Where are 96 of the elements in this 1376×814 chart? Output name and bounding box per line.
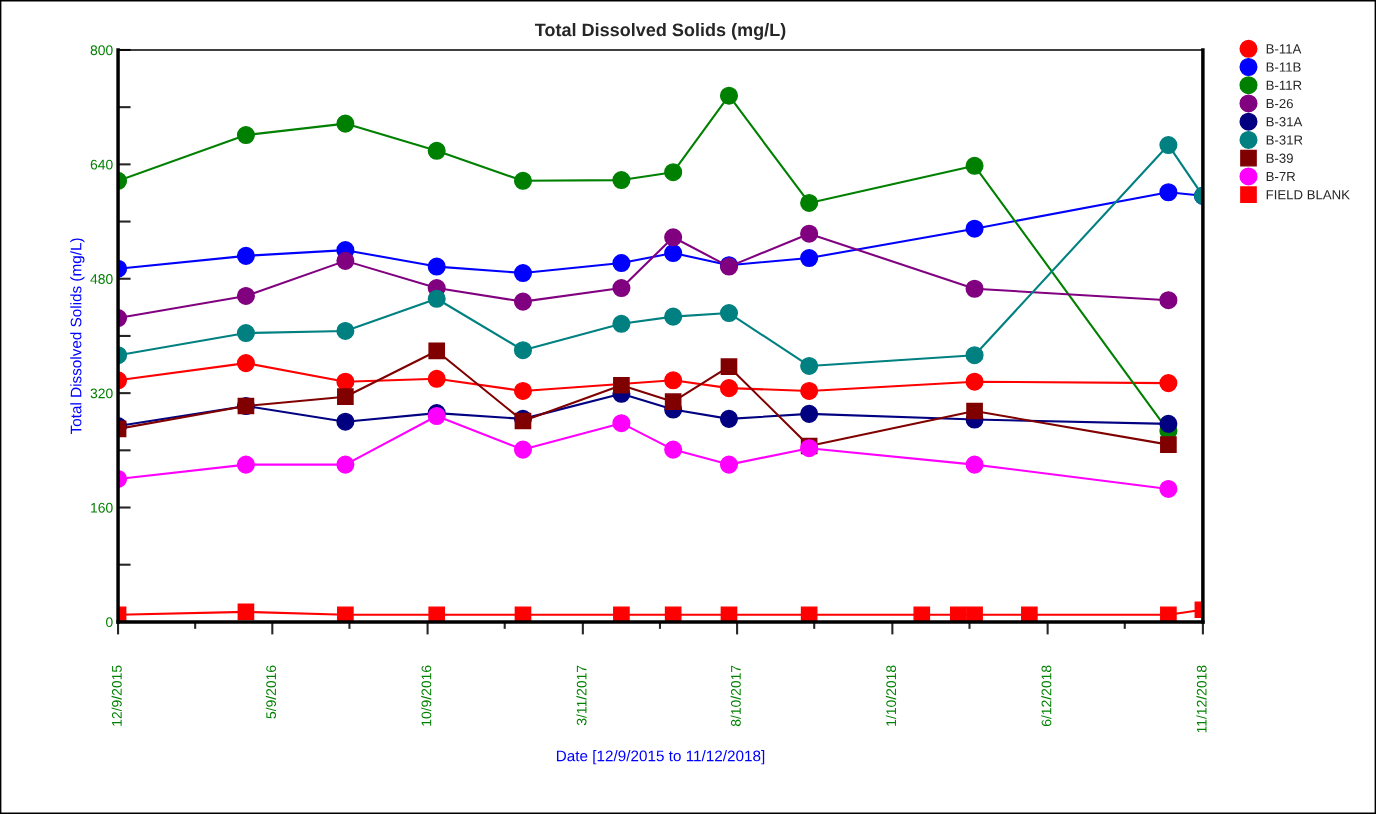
point xyxy=(966,402,983,420)
point xyxy=(1159,183,1178,202)
x-tick-label: 12/9/2015 xyxy=(111,665,122,726)
point xyxy=(965,156,984,175)
x-tick-label: 5/9/2016 xyxy=(265,665,277,719)
point xyxy=(965,219,984,238)
y-tick-label: 640 xyxy=(90,159,113,170)
point xyxy=(236,126,255,145)
point xyxy=(1159,136,1178,155)
point xyxy=(913,606,931,622)
point xyxy=(236,324,255,343)
point xyxy=(800,224,819,243)
point xyxy=(1159,291,1178,310)
point xyxy=(1160,436,1177,453)
point xyxy=(800,356,819,375)
point xyxy=(965,455,984,474)
point xyxy=(337,388,354,406)
point xyxy=(336,114,355,133)
point xyxy=(1021,606,1038,622)
x-tick-label: 8/10/2017 xyxy=(730,665,741,727)
point xyxy=(336,412,355,431)
point xyxy=(800,193,819,212)
point xyxy=(513,263,533,283)
point xyxy=(965,279,984,298)
point xyxy=(336,455,355,474)
point xyxy=(664,163,683,182)
x-tick-label: 10/9/2016 xyxy=(421,665,432,726)
point xyxy=(237,603,255,621)
point xyxy=(612,279,631,298)
legend-label: B-31R xyxy=(1266,135,1303,145)
point xyxy=(427,369,446,388)
point xyxy=(513,171,533,190)
point xyxy=(612,414,631,433)
point xyxy=(236,455,255,474)
x-tick-label: 3/11/2017 xyxy=(576,665,587,726)
y-tick-label: 160 xyxy=(91,502,113,513)
y-tick-label: 0 xyxy=(106,617,113,628)
point xyxy=(612,171,631,190)
point xyxy=(719,304,739,323)
point xyxy=(664,440,683,459)
point xyxy=(336,251,355,270)
point xyxy=(427,289,446,308)
legend-label: B-11R xyxy=(1266,80,1302,90)
y-tick-label: 800 xyxy=(90,45,113,56)
legend-label: B-26 xyxy=(1266,98,1293,109)
point xyxy=(800,381,819,401)
point xyxy=(428,342,446,360)
point xyxy=(428,606,446,622)
point xyxy=(337,606,354,622)
point xyxy=(800,248,819,268)
x-tick-label: 1/10/2018 xyxy=(885,665,897,726)
chart-title: Total Dissolved Solids (mg/L) xyxy=(534,23,786,40)
x-axis-title: Date [12/9/2015 to 11/12/2018] xyxy=(556,750,765,765)
y-tick-label: 320 xyxy=(90,388,113,399)
point xyxy=(427,257,446,276)
point xyxy=(965,372,984,391)
point xyxy=(719,455,739,474)
point xyxy=(719,379,739,398)
point xyxy=(1160,606,1177,622)
point xyxy=(513,292,533,311)
legend-label: B-11B xyxy=(1266,62,1301,72)
point xyxy=(664,307,683,326)
point xyxy=(336,321,355,340)
point xyxy=(966,606,983,622)
point xyxy=(719,86,739,105)
y-tick-label: 480 xyxy=(90,274,113,284)
point xyxy=(664,393,682,411)
point xyxy=(1159,414,1178,433)
point xyxy=(1159,374,1178,393)
legend-label: B-31A xyxy=(1266,117,1303,127)
point xyxy=(800,404,819,423)
point xyxy=(664,371,683,390)
legend-label: FIELD BLANK xyxy=(1266,190,1350,200)
point xyxy=(664,243,683,263)
legend-label: B-11A xyxy=(1266,44,1302,54)
point xyxy=(965,346,984,365)
point xyxy=(236,354,255,373)
point xyxy=(613,376,630,394)
point xyxy=(236,286,255,305)
point xyxy=(613,606,630,622)
legend-label: B-7R xyxy=(1266,171,1296,182)
point xyxy=(1159,479,1178,498)
point xyxy=(719,409,739,428)
y-axis-title: Total Dissolved Solids (mg/L) xyxy=(70,238,85,435)
point xyxy=(612,314,631,333)
point xyxy=(513,341,533,360)
point xyxy=(427,141,446,160)
x-tick-label: 11/12/2018 xyxy=(1196,665,1207,733)
point xyxy=(612,253,631,273)
point xyxy=(513,440,533,459)
point xyxy=(720,358,738,376)
x-tick-label: 6/12/2018 xyxy=(1041,665,1052,727)
legend-label: B-39 xyxy=(1266,153,1293,163)
point xyxy=(664,228,683,247)
point xyxy=(236,246,255,265)
point xyxy=(513,381,533,401)
